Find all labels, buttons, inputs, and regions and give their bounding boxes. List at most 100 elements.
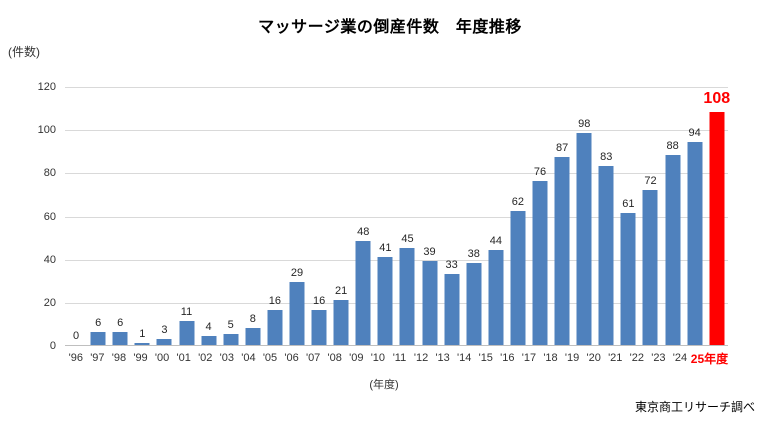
x-tick-label-'17: '17 (521, 352, 537, 364)
bar-slot-'06: 29 (286, 87, 308, 345)
bar-'21 (620, 213, 636, 345)
bar-value-label-25年度: 108 (703, 89, 731, 107)
bar-slot-'18: 87 (551, 87, 573, 345)
x-tick-label-'20: '20 (586, 352, 601, 364)
bar-value-label-'12: 39 (423, 245, 436, 258)
bar-slot-'09: 48 (352, 87, 374, 345)
x-tick-label-'16: '16 (500, 352, 515, 364)
bar-value-label-'97: 6 (95, 317, 102, 330)
bar-value-label-'98: 6 (117, 317, 124, 330)
bar-slot-'21: 61 (617, 87, 639, 345)
x-tick-label-'98: '98 (111, 352, 127, 364)
bar-series: 0 6 6 1 3 11 4 5 8 16 29 16 21 48 41 45 39 33 38 44 62 76 87 98… (65, 87, 731, 345)
bar-slot-'19: 98 (573, 87, 595, 345)
x-tick-label-'22: '22 (629, 352, 644, 364)
bar-value-label-'00: 3 (161, 323, 168, 336)
bar-slot-'04: 8 (242, 87, 264, 345)
bar-'11 (399, 247, 415, 345)
x-tick-label-'21: '21 (608, 352, 623, 364)
bar-slot-'10: 41 (374, 87, 396, 345)
bar-value-label-'21: 61 (622, 198, 635, 211)
bar-'00 (156, 338, 172, 345)
bar-slot-'97: 6 (87, 87, 109, 345)
bar-'99 (134, 342, 150, 345)
bar-value-label-'10: 41 (379, 241, 392, 254)
bar-'23 (665, 155, 681, 345)
bar-value-label-'19: 98 (578, 118, 591, 131)
bar-value-label-'02: 4 (205, 321, 212, 334)
bar-value-label-'17: 76 (533, 165, 547, 178)
y-tick-label-60: 60 (43, 210, 56, 223)
bar-'07 (311, 310, 327, 345)
bar-slot-'08: 21 (330, 87, 352, 345)
y-tick-label-0: 0 (49, 340, 56, 352)
bar-value-label-'96: 0 (72, 330, 80, 342)
bar-slot-'01: 11 (175, 87, 197, 345)
gridline-120 (65, 87, 728, 88)
bar-'98 (112, 332, 128, 345)
bar-value-label-'99: 1 (139, 327, 146, 340)
x-axis-tick-labels: '96 '97 '98 '99 '00 '01 '02 '03 '04 '05 '06 '07 '08 '… (65, 352, 729, 366)
bar-slot-'07: 16 (308, 87, 330, 345)
bar-slot-'05: 16 (264, 87, 286, 345)
bar-value-label-'03: 5 (227, 319, 234, 332)
bar-value-label-'01: 11 (180, 306, 193, 319)
bar-slot-'23: 88 (662, 87, 684, 345)
bar-value-label-'16: 62 (511, 196, 525, 209)
x-tick-label-'99: '99 (133, 352, 148, 364)
source-credit: 東京商工リサーチ調べ (634, 400, 755, 414)
bar-'18 (554, 157, 570, 345)
x-tick-label-'14: '14 (457, 352, 472, 364)
bar-slot-'16: 62 (507, 87, 529, 345)
x-tick-label-'08: '08 (327, 352, 342, 364)
y-tick-label-20: 20 (43, 296, 56, 309)
bar-'03 (223, 334, 239, 345)
bar-'15 (488, 250, 504, 345)
bar-'13 (444, 273, 460, 345)
bar-value-label-'15: 44 (489, 235, 502, 248)
x-tick-label-'07: '07 (305, 352, 321, 364)
gridline-20 (65, 302, 728, 304)
bar-'24 (687, 142, 703, 345)
bar-value-label-'05: 16 (268, 295, 282, 308)
bar-value-label-'04: 8 (249, 312, 256, 325)
x-tick-label-'18: '18 (543, 352, 558, 364)
gridline-40 (65, 259, 728, 261)
bar-'20 (598, 165, 614, 345)
bar-'06 (289, 282, 305, 345)
bar-value-label-'18: 87 (555, 142, 569, 155)
bar-slot-'03: 5 (220, 87, 242, 345)
bar-slot-'98: 6 (109, 87, 131, 345)
bar-'01 (179, 321, 195, 345)
gridline-60 (65, 216, 728, 218)
bar-slot-'22: 72 (639, 87, 661, 345)
x-tick-label-'96: '96 (68, 352, 83, 364)
x-tick-label-'11: '11 (392, 352, 407, 364)
x-tick-label-'97: '97 (90, 352, 105, 364)
y-tick-label-80: 80 (43, 167, 56, 180)
y-tick-label-40: 40 (43, 253, 56, 266)
bar-slot-'24: 94 (684, 87, 706, 345)
bar-slot-'02: 4 (198, 87, 220, 345)
bar-slot-'99: 1 (131, 87, 153, 345)
bar-value-label-'23: 88 (666, 140, 679, 153)
bar-slot-'13: 33 (441, 87, 463, 345)
x-tick-label-'02: '02 (198, 352, 213, 364)
bar-'17 (532, 180, 548, 345)
y-axis-unit-label: (件数) (8, 45, 40, 59)
bar-slot-'00: 3 (153, 87, 175, 345)
y-tick-label-100: 100 (37, 124, 56, 137)
bar-'19 (576, 133, 592, 345)
y-tick-label-120: 120 (37, 81, 56, 93)
bar-'04 (245, 327, 261, 345)
bar-value-label-'09: 48 (357, 226, 370, 239)
bar-value-label-'24: 94 (688, 127, 701, 140)
bar-'12 (422, 260, 438, 345)
x-tick-label-'03: '03 (219, 352, 234, 364)
bar-'05 (267, 310, 283, 345)
bar-'02 (201, 336, 217, 345)
x-axis-title: (年度) (369, 379, 399, 391)
chart-title: マッサージ業の倒産件数 年度推移 (258, 19, 522, 36)
bar-value-label-'11: 45 (401, 232, 414, 245)
bar-slot-'14: 38 (463, 87, 485, 345)
